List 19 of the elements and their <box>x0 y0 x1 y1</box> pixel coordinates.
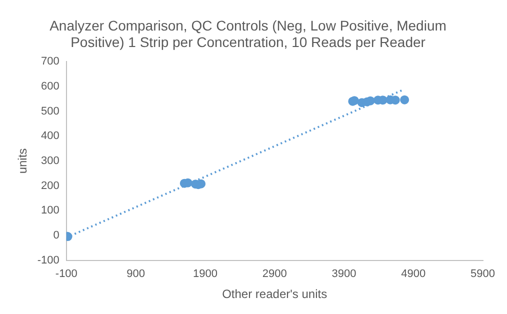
y-tick-label: 400 <box>41 130 60 142</box>
y-tick-label: 200 <box>41 180 60 192</box>
y-axis-title: units <box>16 148 30 174</box>
y-tick-label: 0 <box>53 230 60 242</box>
x-tick-label: -100 <box>55 268 78 280</box>
x-axis-title: Other reader's units <box>222 287 328 302</box>
y-tick-label: 600 <box>41 80 60 92</box>
y-tick-label: 100 <box>41 204 60 217</box>
x-tick-label: 900 <box>126 268 145 280</box>
y-tick-label: -100 <box>37 254 60 266</box>
y-tick-label: 300 <box>41 155 60 168</box>
y-tick-label: 700 <box>41 56 60 68</box>
x-tick-label: 4900 <box>401 268 426 280</box>
x-tick-label: 1900 <box>192 268 218 280</box>
x-tick-label: 2900 <box>262 268 287 280</box>
x-tick-label: 3900 <box>332 268 356 280</box>
chart-title: Analyzer Comparison, QC Controls (Neg, Low Positive, Medium Positive) 1 Strip per Concentration, 10 Reads per Reader <box>50 17 446 50</box>
y-tick-label: 500 <box>41 105 60 118</box>
x-tick-label: 5900 <box>470 268 496 280</box>
